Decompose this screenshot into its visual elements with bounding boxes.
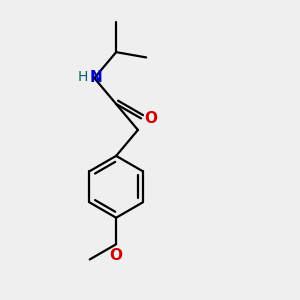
Text: O: O	[145, 111, 158, 126]
Text: O: O	[110, 248, 123, 263]
Text: H: H	[78, 70, 88, 85]
Text: N: N	[89, 70, 102, 85]
